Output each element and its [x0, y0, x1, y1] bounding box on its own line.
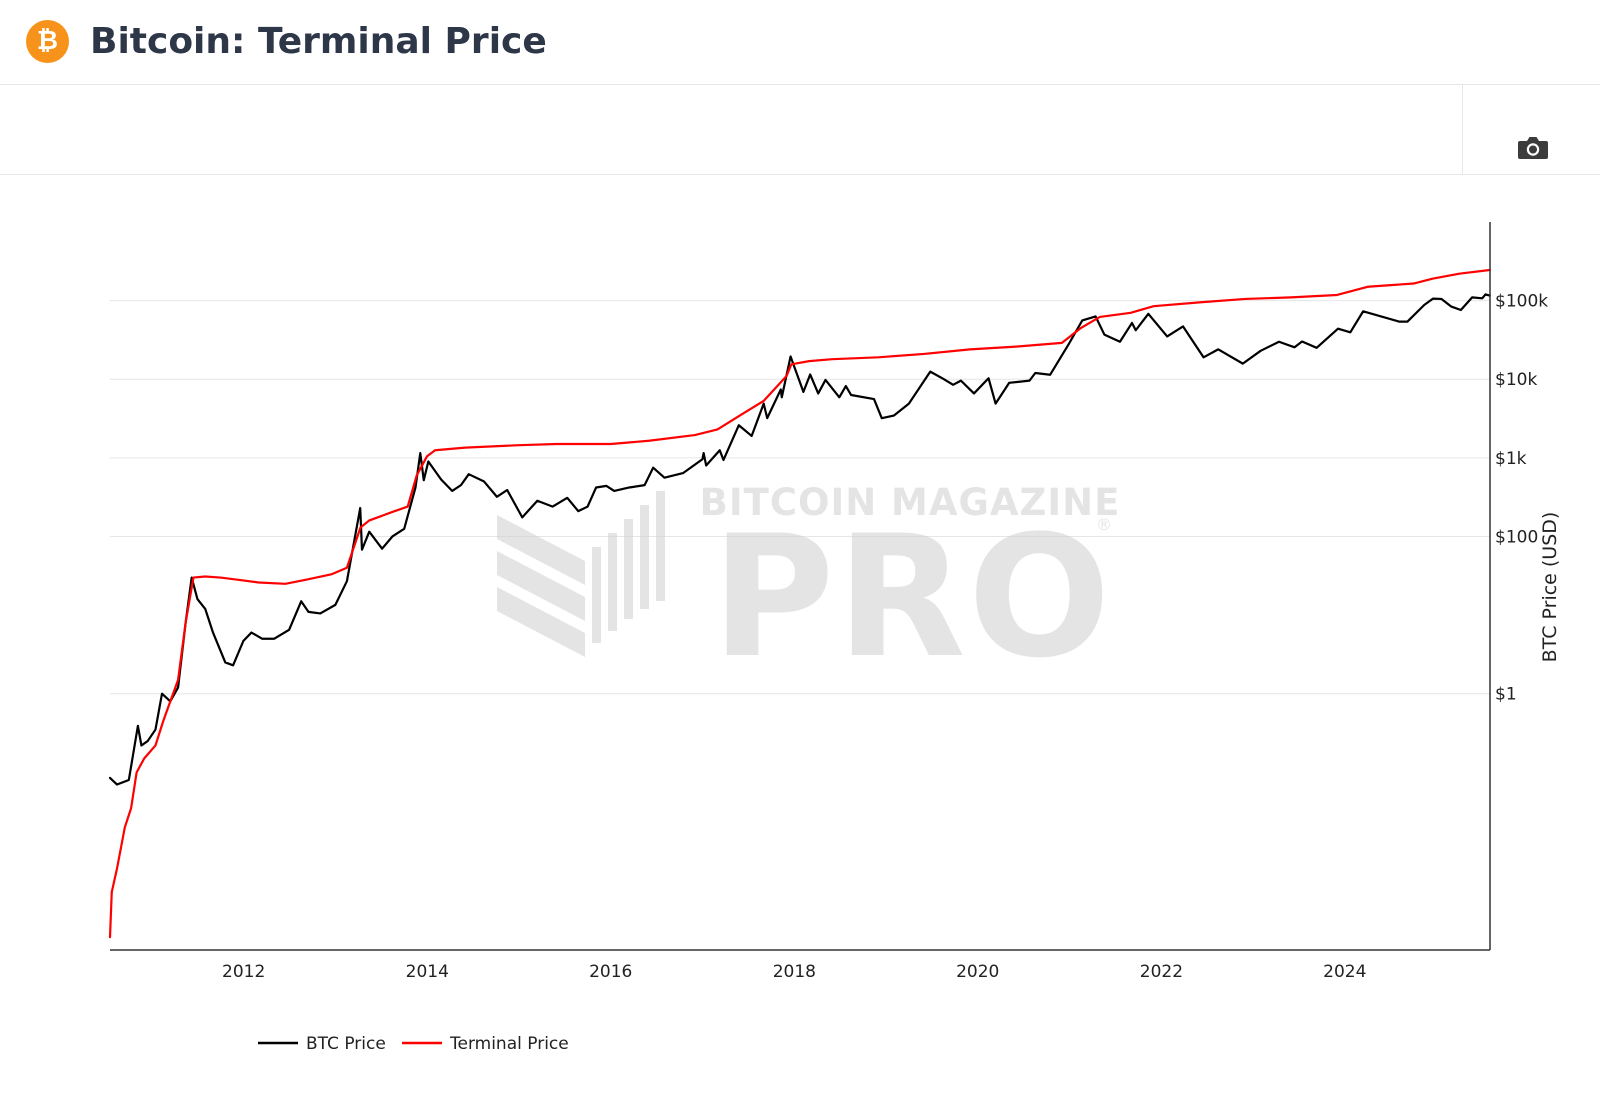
series-line-btc-price	[108, 293, 1491, 786]
y-axis-ticks: $1 $100 $1k $10k $100k	[1495, 292, 1548, 705]
watermark-registered-mark: ®	[1096, 515, 1112, 534]
series-line-terminal-price	[108, 268, 1491, 939]
x-axis-ticks: 2012 2014 2016 2018 2020 2022 2024	[222, 962, 1366, 982]
x-tick-label: 2022	[1140, 962, 1183, 982]
toolbar-divider	[1462, 85, 1463, 174]
bitcoin-logo-icon: ₿	[26, 20, 69, 63]
series-lines	[108, 268, 1491, 939]
page-title: Bitcoin: Terminal Price	[90, 21, 547, 62]
x-tick-label: 2024	[1323, 962, 1366, 982]
watermark-line1: BITCOIN MAGAZINE	[700, 481, 1121, 524]
x-tick-label: 2020	[956, 962, 999, 982]
legend-item-label: BTC Price	[306, 1034, 386, 1054]
y-axis-label: BTC Price (USD)	[1539, 512, 1561, 663]
terminal-price-chart: BITCOIN MAGAZINE PRO ® $1 $100 $1k $10k $100…	[108, 222, 1561, 1054]
x-tick-label: 2012	[222, 962, 265, 982]
y-tick-label: $10k	[1495, 370, 1537, 390]
watermark: BITCOIN MAGAZINE PRO ®	[497, 481, 1121, 695]
x-tick-label: 2018	[773, 962, 816, 982]
y-tick-label: $1k	[1495, 449, 1527, 469]
grid-lines	[110, 300, 1490, 695]
chart-toolbar	[0, 85, 1600, 175]
watermark-line2: PRO	[711, 499, 1112, 695]
legend-item-label: Terminal Price	[449, 1034, 569, 1054]
chart-area: BITCOIN MAGAZINE PRO ® $1 $100 $1k $10k $100…	[0, 175, 1600, 1097]
download-image-button[interactable]	[1515, 130, 1551, 166]
watermark-logo-mark	[497, 491, 665, 657]
y-tick-label: $1	[1495, 685, 1517, 705]
x-tick-label: 2014	[406, 962, 449, 982]
chart-legend: BTC Price Terminal Price	[258, 1034, 569, 1054]
y-tick-label: $100	[1495, 527, 1538, 547]
camera-icon	[1518, 137, 1548, 159]
y-tick-label: $100k	[1495, 292, 1548, 312]
page-header: ₿ Bitcoin: Terminal Price	[0, 0, 1600, 85]
x-tick-label: 2016	[589, 962, 632, 982]
